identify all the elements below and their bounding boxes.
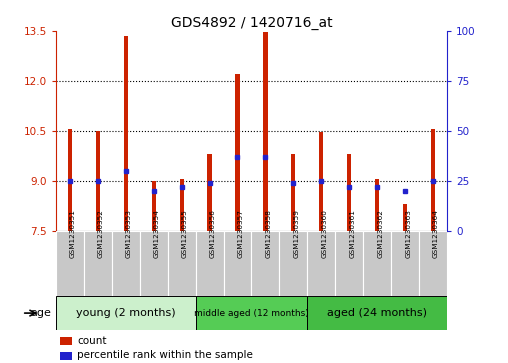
Bar — [251, 231, 279, 296]
Bar — [419, 231, 447, 296]
Bar — [151, 180, 156, 231]
Bar — [112, 231, 140, 296]
Bar — [347, 154, 352, 231]
Text: GSM1230351: GSM1230351 — [70, 209, 76, 258]
Bar — [263, 32, 268, 231]
Bar — [140, 231, 168, 296]
Text: GSM1230360: GSM1230360 — [321, 209, 327, 258]
Bar — [56, 296, 196, 330]
Text: middle aged (12 months): middle aged (12 months) — [194, 309, 309, 318]
Bar — [168, 231, 196, 296]
Bar — [96, 131, 100, 231]
Bar — [56, 231, 84, 296]
Bar — [196, 296, 307, 330]
Text: GSM1230361: GSM1230361 — [350, 209, 355, 258]
Bar — [207, 154, 212, 231]
Bar — [60, 337, 72, 345]
Bar — [307, 296, 447, 330]
Text: GSM1230355: GSM1230355 — [182, 209, 187, 258]
Text: GSM1230352: GSM1230352 — [98, 209, 104, 258]
Bar — [307, 231, 335, 296]
Text: GSM1230364: GSM1230364 — [433, 209, 439, 258]
Bar — [391, 231, 419, 296]
Bar — [224, 231, 251, 296]
Text: percentile rank within the sample: percentile rank within the sample — [77, 351, 253, 360]
Bar — [291, 154, 296, 231]
Text: GSM1230354: GSM1230354 — [154, 209, 160, 258]
Bar — [84, 231, 112, 296]
Text: GSM1230356: GSM1230356 — [210, 209, 215, 258]
Text: count: count — [77, 336, 107, 346]
Bar — [279, 231, 307, 296]
Text: GSM1230358: GSM1230358 — [265, 209, 271, 258]
Bar — [60, 351, 72, 360]
Text: GSM1230362: GSM1230362 — [377, 209, 383, 258]
Bar — [363, 231, 391, 296]
Bar — [375, 179, 379, 231]
Text: aged (24 months): aged (24 months) — [327, 308, 427, 318]
Bar — [179, 179, 184, 231]
Bar — [123, 36, 128, 231]
Bar — [68, 129, 72, 231]
Bar — [403, 204, 407, 231]
Text: young (2 months): young (2 months) — [76, 308, 176, 318]
Text: GSM1230363: GSM1230363 — [405, 209, 411, 258]
Text: GSM1230353: GSM1230353 — [126, 209, 132, 258]
Text: age: age — [30, 308, 51, 318]
Bar — [235, 74, 240, 231]
Bar — [319, 132, 324, 231]
Text: GSM1230357: GSM1230357 — [238, 209, 243, 258]
Bar — [196, 231, 224, 296]
Text: GSM1230359: GSM1230359 — [294, 209, 299, 258]
Bar — [335, 231, 363, 296]
Bar — [431, 129, 435, 231]
Title: GDS4892 / 1420716_at: GDS4892 / 1420716_at — [171, 16, 332, 30]
